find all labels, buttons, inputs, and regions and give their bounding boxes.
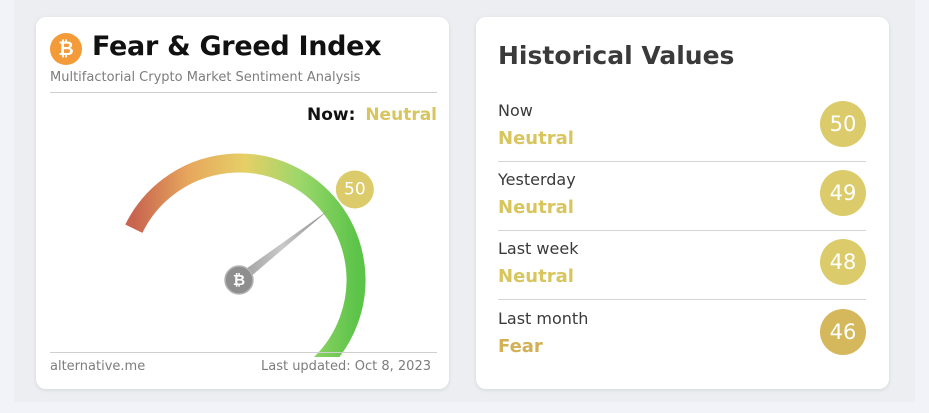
- history-row-last-month: Last month Fear 46: [498, 309, 866, 378]
- row-divider: [498, 230, 866, 231]
- history-row-yesterday: Yesterday Neutral 49: [498, 170, 866, 239]
- footer-divider: [50, 352, 437, 353]
- history-classification: Fear: [498, 336, 543, 357]
- sentiment-gauge: ₿ 50: [125, 153, 374, 357]
- history-period: Now: [498, 101, 533, 120]
- history-period: Last week: [498, 239, 579, 258]
- gauge-value-text: 50: [344, 179, 366, 199]
- source-label: alternative.me: [50, 359, 146, 374]
- card-subtitle: Multifactorial Crypto Market Sentiment A…: [50, 70, 361, 85]
- history-value-badge: 48: [820, 239, 866, 285]
- history-period: Last month: [498, 309, 589, 328]
- historical-values-card: Historical Values Now Neutral 50 Yesterd…: [476, 17, 889, 389]
- gauge-hub: ₿: [224, 265, 254, 295]
- card-title: Fear & Greed Index: [92, 31, 382, 62]
- history-value-badge: 46: [820, 309, 866, 355]
- gauge-value-circle: [335, 170, 374, 209]
- gauge-arc: [125, 153, 366, 357]
- gauge-needle: [235, 209, 329, 284]
- history-value-badge: 50: [820, 101, 866, 147]
- history-period: Yesterday: [498, 170, 576, 189]
- history-classification: Neutral: [498, 128, 574, 149]
- header-divider: [50, 92, 437, 93]
- now-classification: Neutral: [365, 105, 437, 125]
- row-divider: [498, 161, 866, 162]
- history-classification: Neutral: [498, 266, 574, 287]
- gauge-hub-bitcoin-icon: ₿: [233, 271, 245, 289]
- historical-title: Historical Values: [498, 41, 735, 70]
- gauge-hub-circle: [224, 265, 254, 295]
- bitcoin-logo-icon: ₿: [50, 33, 82, 65]
- history-classification: Neutral: [498, 197, 574, 218]
- history-value-badge: 49: [820, 170, 866, 216]
- history-row-now: Now Neutral 50: [498, 101, 866, 170]
- fear-greed-card: ₿ Fear & Greed Index Multifactorial Cryp…: [36, 17, 449, 389]
- history-row-last-week: Last week Neutral 48: [498, 239, 866, 308]
- now-label: Now:: [306, 105, 356, 125]
- row-divider: [498, 299, 866, 300]
- last-updated: Last updated: Oct 8, 2023: [260, 359, 431, 374]
- gauge-value-badge: 50: [335, 170, 374, 209]
- now-indicator: Now: Neutral: [307, 105, 437, 125]
